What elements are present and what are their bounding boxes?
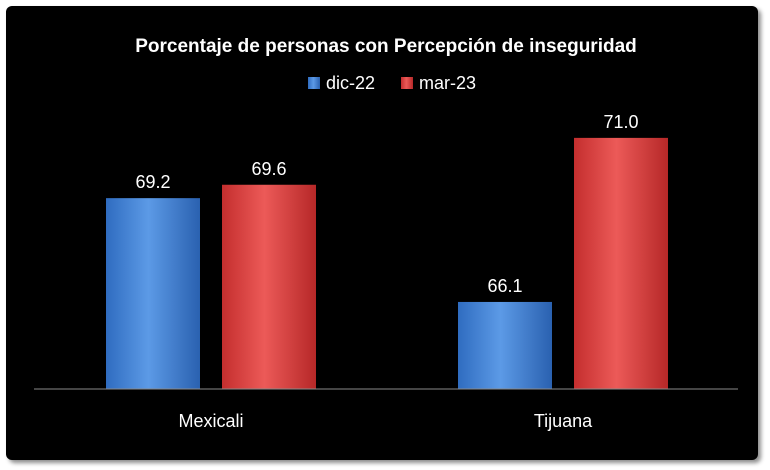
- category-labels-group: Mexicali Tijuana: [178, 411, 593, 431]
- bar-tijuana-mar-23: [574, 137, 668, 389]
- legend: dic-22 mar-23: [308, 73, 476, 93]
- value-label-tijuana-dic-22: 66.1: [487, 276, 522, 296]
- chart-title: Porcentaje de personas con Percepción de…: [135, 36, 637, 57]
- bar-mexicali-mar-23: [222, 184, 316, 389]
- category-label-tijuana: Tijuana: [534, 411, 593, 431]
- category-label-mexicali: Mexicali: [178, 411, 243, 431]
- bar-mexicali-dic-22: [106, 198, 200, 389]
- value-label-mexicali-mar-23: 69.6: [251, 159, 286, 179]
- legend-label-dic-22: dic-22: [326, 73, 375, 93]
- bar-chart: Porcentaje de personas con Percepción de…: [34, 36, 738, 431]
- bar-tijuana-dic-22: [458, 301, 552, 389]
- value-labels-group: 69.2 69.6 66.1 71.0: [135, 112, 638, 296]
- bars-group: [106, 137, 668, 389]
- legend-label-mar-23: mar-23: [419, 73, 476, 93]
- legend-swatch-mar-23: [401, 77, 413, 89]
- chart-area: Porcentaje de personas con Percepción de…: [6, 6, 758, 460]
- legend-swatch-dic-22: [308, 77, 320, 89]
- value-label-mexicali-dic-22: 69.2: [135, 172, 170, 192]
- value-label-tijuana-mar-23: 71.0: [603, 112, 638, 132]
